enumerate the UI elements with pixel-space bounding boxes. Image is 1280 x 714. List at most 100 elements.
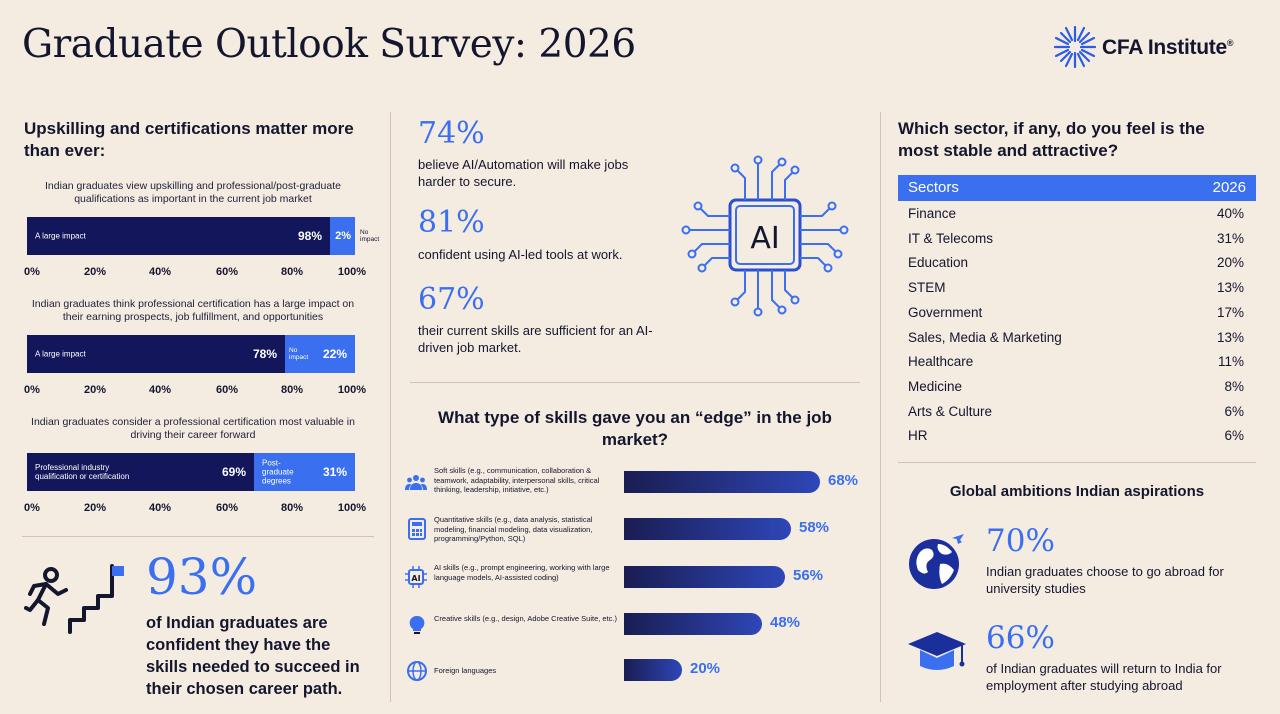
ai-chip-label: AI [750,221,779,256]
chart1-bar: A large impact 98% 2% [27,217,359,255]
sector-pct: 20% [1216,255,1244,271]
skill-soft-bar [624,471,820,493]
sector-pct: 40% [1216,206,1244,221]
svg-text:AI: AI [411,574,420,583]
upskilling-heading: Upskilling and certifications matter mor… [24,119,354,160]
chart2-large-impact-segment: A large impact 78% [27,335,285,373]
sector-row: Education 20% [908,252,1244,276]
section-divider-middle [410,382,860,383]
sector-pct: 6% [1224,403,1244,419]
lightbulb-icon [409,615,425,634]
chart3-bar: Professional industry qualification or c… [27,453,359,491]
chart2-ticks: 0% 20% 40% 60% 80% 100% [24,384,367,396]
cfa-logo [1052,24,1262,70]
confident-text: of Indian graduates are confident they h… [146,614,360,698]
chart1-caption: Indian graduates view upskilling and pro… [45,180,341,205]
skill-creative-text: Creative skills (e.g., design, Adobe Cre… [434,614,618,623]
sector-pct: 8% [1224,378,1244,394]
sector-pct: 17% [1216,304,1244,320]
sector-row: Arts & Culture 6% [908,401,1244,425]
year-column-header: 2026 [1212,179,1246,196]
skill-soft-text: Soft skills (e.g., communication, collab… [434,466,600,494]
column-divider-left [390,112,391,702]
sector-row: Finance 40% [908,203,1244,227]
sector-name: Education [908,255,969,271]
skill-quant-bar [624,518,791,540]
skill-creative-pct: 48% [770,614,801,631]
sector-row: Government 17% [908,302,1244,326]
sector-table-header: Sectors 2026 [898,175,1256,201]
chart1-large-impact-segment: A large impact 98% [27,217,330,255]
skill-quant-text: Quantitative skills (e.g., data analysis… [434,515,593,543]
chart3-caption: Indian graduates consider a professional… [31,416,355,441]
skill-quant-pct: 58% [799,519,830,536]
skill-languages-bar [624,659,682,681]
people-icon [405,475,427,490]
sector-pct: 31% [1216,230,1244,246]
stat-67-text: their current skills are sufficient for … [418,323,653,355]
skill-soft-pct: 68% [828,472,859,489]
stat-67-pct: 67% [418,282,485,317]
return-pct: 66% [986,620,1055,656]
sector-name: Finance [908,206,957,221]
career-stairs-icon [24,564,124,634]
chart3-postgrad-segment: Post-graduate degrees 31% [254,453,355,491]
chart2-caption: Indian graduates think professional cert… [31,298,355,323]
section-divider-left [22,536,374,537]
stat-74-text: believe AI/Automation will make jobs har… [418,157,629,189]
chart2-no-impact-segment: No impact 22% [285,335,355,373]
sector-name: Government [908,304,983,320]
stat-74-pct: 74% [418,116,485,151]
sector-pct: 11% [1217,354,1244,370]
sector-name: Healthcare [908,354,974,370]
sector-heading: Which sector, if any, do you feel is the… [898,119,1205,160]
chart1-no-impact-label: No impact [360,229,380,243]
skill-ai-pct: 56% [793,567,824,584]
sector-name: IT & Telecoms [908,230,994,246]
globe-plane-icon [909,534,964,589]
abroad-text: Indian graduates choose to go abroad for… [986,564,1224,596]
sector-row: Sales, Media & Marketing 13% [908,327,1244,351]
chart1-ticks: 0% 20% 40% 60% 80% 100% [24,266,367,278]
sector-name: Arts & Culture [908,403,993,419]
chart3-certification-segment: Professional industry qualification or c… [27,453,254,491]
sector-pct: 13% [1216,329,1244,345]
section-divider-right [898,462,1256,463]
sector-name: Sales, Media & Marketing [908,329,1062,345]
confident-pct: 93% [146,548,258,606]
stat-81-pct: 81% [418,205,485,240]
skill-creative-bar [624,613,762,635]
sector-row: HR 6% [908,425,1244,449]
skill-languages-text: Foreign languages [434,666,497,675]
skill-languages-pct: 20% [690,660,721,677]
global-heading: Global ambitions Indian aspirations [949,483,1205,500]
sector-row: IT & Telecoms 31% [908,228,1244,252]
sector-pct: 13% [1216,280,1244,296]
cfa-logo-text: CFA Institute® [1102,36,1234,59]
column-divider-right [880,112,881,702]
sector-name: Medicine [908,378,963,394]
sector-row: Healthcare 11% [908,351,1244,375]
sector-name: HR [908,428,928,444]
chart1-no-impact-segment: 2% [330,217,355,255]
ai-chip-icon: AI [681,155,849,317]
sectors-column-header: Sectors [908,179,959,196]
calculator-icon [408,518,426,540]
sector-row: Medicine 8% [908,376,1244,400]
skill-ai-text: AI skills (e.g., prompt engineering, wor… [434,563,610,582]
cfa-logo-icon [1053,25,1097,69]
stat-81-text: confident using AI-led tools at work. [418,247,623,262]
sector-name: STEM [908,280,946,296]
ai-skill-icon: AI [405,566,427,588]
chart3-ticks: 0% 20% 40% 60% 80% 100% [24,502,367,514]
skills-heading: What type of skills gave you an “edge” i… [438,408,832,449]
globe-icon [407,661,427,681]
abroad-pct: 70% [986,523,1055,559]
sector-row: STEM 13% [908,277,1244,301]
skill-ai-bar [624,566,785,588]
graduation-cap-icon [908,632,966,670]
page-title: Graduate Outlook Survey: 2026 [22,22,636,67]
sector-pct: 6% [1224,428,1244,444]
return-text: of Indian graduates will return to India… [986,661,1222,693]
chart2-bar: A large impact 78% No impact 22% [27,335,359,373]
